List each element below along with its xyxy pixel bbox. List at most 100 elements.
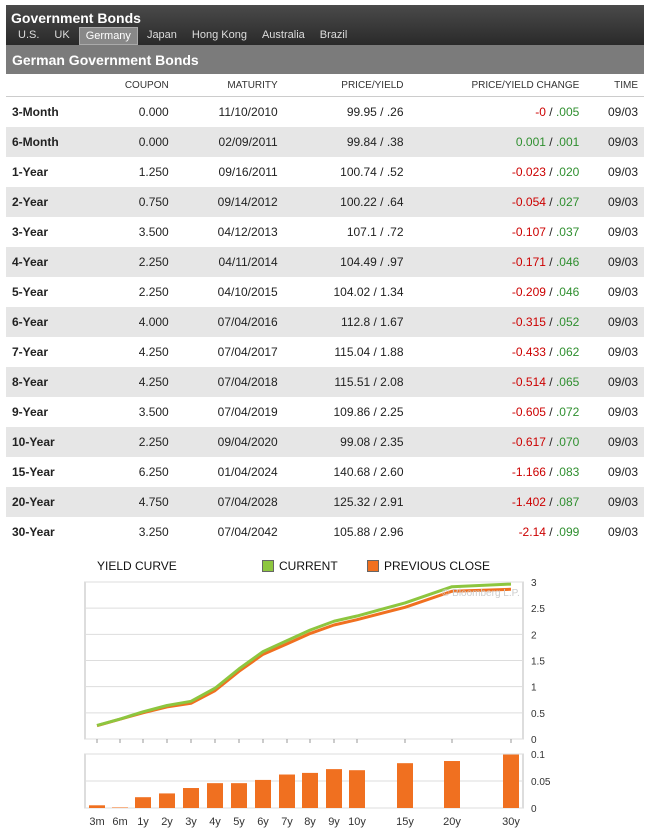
x-tick-label: 15y [396,816,414,828]
change-separator: / [545,225,556,239]
table-row: 5-Year 2.250 04/10/2015 104.02 / 1.34 -0.209… [6,277,644,307]
change-bar [183,788,199,808]
change-separator: / [545,405,556,419]
table-row: 9-Year 3.500 07/04/2019 109.86 / 2.25 -0.605… [6,397,644,427]
change-separator: / [545,285,556,299]
bond-name: 5-Year [6,277,95,307]
coupon-cell: 4.250 [94,367,175,397]
yield-change: .052 [555,315,580,329]
bond-name: 1-Year [6,157,95,187]
x-tick-label: 5y [233,816,245,828]
change-separator: / [545,315,556,329]
section-title: German Government Bonds [12,52,199,68]
price-yield-cell: 100.22 / .64 [283,187,410,217]
coupon-cell: 6.250 [94,457,175,487]
time-cell: 09/03 [585,457,644,487]
x-tick-label: 10y [348,816,366,828]
change-cell: -1.402 / .087 [409,487,586,517]
price-yield-cell: 104.02 / 1.34 [283,277,410,307]
header-bar: Government Bonds U.S. UK Germany Japan Hong … [6,5,644,45]
price-yield-cell: 125.32 / 2.91 [283,487,410,517]
coupon-cell: 0.000 [94,127,175,157]
tab-uk[interactable]: UK [54,29,70,41]
price-change: -0.054 [511,195,546,209]
change-bar [231,783,247,808]
bond-name: 10-Year [6,427,95,457]
yield-curve-chart: YIELD CURVE CURRENT PREVIOUS CLOSE 0 0.5 1… [0,548,646,832]
time-cell: 09/03 [585,487,644,517]
change-cell: -0.171 / .046 [409,247,586,277]
change-bar [279,774,295,808]
x-tick-label: 6y [257,816,269,828]
time-cell: 09/03 [585,247,644,277]
tab-japan[interactable]: Japan [146,29,177,41]
change-separator: / [545,195,556,209]
maturity-cell: 07/04/2017 [174,337,284,367]
price-yield-cell: 99.08 / 2.35 [283,427,410,457]
time-cell: 09/03 [585,517,644,547]
change-separator: / [545,255,556,269]
price-change: -0.023 [511,165,546,179]
legend-current: CURRENT [262,559,338,573]
price-yield-cell: 115.51 / 2.08 [283,367,410,397]
time-cell: 09/03 [585,96,644,127]
price-change: -0.107 [511,225,546,239]
yield-change: .099 [555,525,580,539]
yield-change: .083 [555,465,580,479]
change-cell: 0.001 / .001 [409,127,586,157]
change-separator: / [545,465,556,479]
coupon-cell: 3.500 [94,397,175,427]
price-change: -0.514 [511,375,546,389]
time-cell: 09/03 [585,367,644,397]
maturity-cell: 04/11/2014 [174,247,284,277]
price-change: -0.209 [511,285,546,299]
yield-change: .020 [555,165,580,179]
legend-previous-swatch [367,560,379,572]
yield-change: .087 [555,495,580,509]
change-separator: / [545,375,556,389]
time-cell: 09/03 [585,307,644,337]
change-bar [326,769,342,808]
time-cell: 09/03 [585,427,644,457]
bond-name: 6-Month [6,127,95,157]
coupon-cell: 3.250 [94,517,175,547]
price-yield-cell: 99.84 / .38 [283,127,410,157]
change-bar [349,770,365,808]
change-cell: -0.315 / .052 [409,307,586,337]
x-tick-label: 3y [185,816,197,828]
change-bar [444,761,460,808]
bond-name: 6-Year [6,307,95,337]
bar-y-tick-label: 0.05 [531,777,551,788]
maturity-cell: 07/04/2028 [174,487,284,517]
tab-brazil[interactable]: Brazil [319,29,348,41]
maturity-cell: 09/14/2012 [174,187,284,217]
x-tick-label: 7y [281,816,293,828]
x-tick-label: 20y [443,816,461,828]
yield-change: .046 [555,255,580,269]
table-row: 8-Year 4.250 07/04/2018 115.51 / 2.08 -0.514… [6,367,644,397]
change-separator: / [545,435,556,449]
y-tick-label: 2.5 [531,604,545,615]
bond-name: 4-Year [6,247,95,277]
change-separator: / [545,345,556,359]
change-bar [397,763,413,808]
price-yield-cell: 105.88 / 2.96 [283,517,410,547]
yield-change: .062 [555,345,580,359]
series-line-current [96,582,512,727]
bond-name: 15-Year [6,457,95,487]
tab-u-s[interactable]: U.S. [18,29,40,41]
maturity-cell: 11/10/2010 [174,96,284,127]
maturity-cell: 07/04/2042 [174,517,284,547]
bar-y-tick-label: 0 [531,804,537,815]
tab-hong-kong[interactable]: Hong Kong [191,29,247,41]
change-cell: -0.617 / .070 [409,427,586,457]
col-time-header: TIME [585,74,644,97]
tab-australia[interactable]: Australia [261,29,305,41]
change-cell: -1.166 / .083 [409,457,586,487]
tab-germany[interactable]: Germany [78,27,138,45]
price-yield-cell: 100.74 / .52 [283,157,410,187]
price-change: -0.315 [511,315,546,329]
change-bar [302,772,318,808]
x-tick-label: 6m [112,816,127,828]
price-change: -1.402 [511,495,546,509]
